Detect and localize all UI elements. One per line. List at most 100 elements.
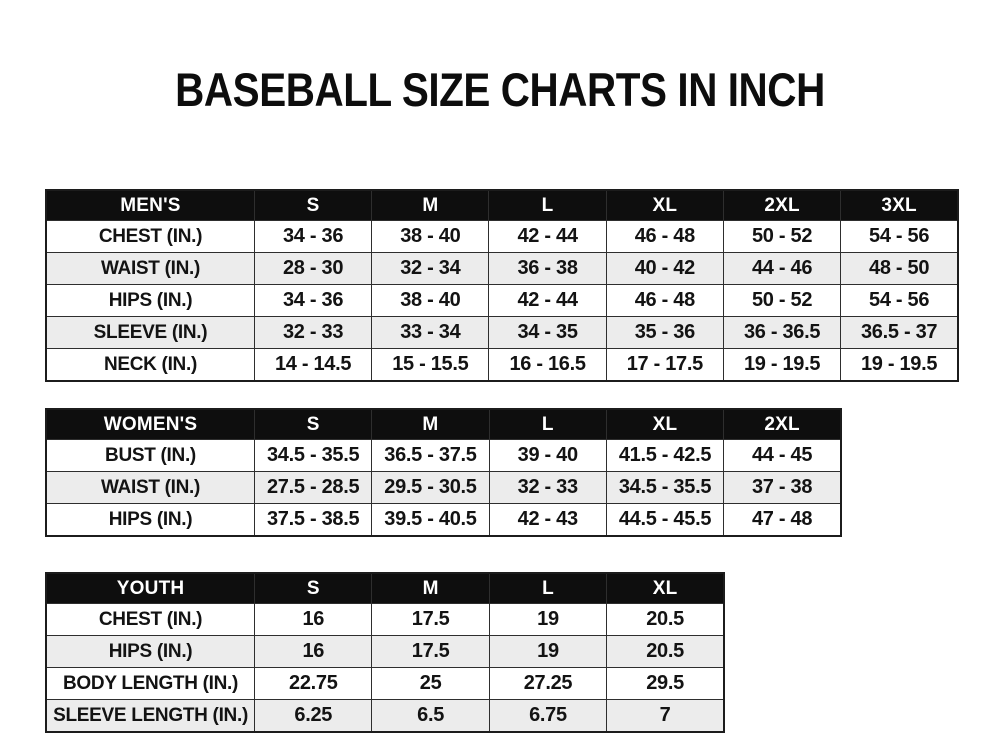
mens-size-value: 34 - 35 bbox=[488, 316, 607, 349]
womens-size-value: 44.5 - 45.5 bbox=[605, 503, 725, 537]
mens-table-row: CHEST (IN.) 34 - 36 38 - 40 42 - 44 46 - 48 5… bbox=[45, 220, 959, 253]
youth-group-label: YOUTH bbox=[45, 572, 256, 604]
youth-row-label: HIPS (IN.) bbox=[45, 635, 256, 668]
mens-row-label: HIPS (IN.) bbox=[45, 284, 255, 317]
youth-size-value: 16 bbox=[254, 603, 373, 636]
mens-size-value: 46 - 48 bbox=[605, 220, 724, 253]
mens-size-table: MEN'S S M L XL 2XL 3XL CHEST (IN.) 34 - 36 38 - 4… bbox=[45, 189, 959, 382]
womens-size-col-header: 2XL bbox=[723, 408, 842, 440]
mens-size-value: 48 - 50 bbox=[840, 252, 959, 285]
youth-table-row: CHEST (IN.) 16 17.5 19 20.5 bbox=[45, 603, 725, 636]
youth-table-row: BODY LENGTH (IN.) 22.75 25 27.25 29.5 bbox=[45, 667, 725, 700]
youth-size-col-header: M bbox=[371, 572, 490, 604]
womens-size-value: 29.5 - 30.5 bbox=[371, 471, 490, 504]
youth-table-row: HIPS (IN.) 16 17.5 19 20.5 bbox=[45, 635, 725, 668]
mens-row-label: WAIST (IN.) bbox=[45, 252, 255, 285]
youth-table-row: SLEEVE LENGTH (IN.) 6.25 6.5 6.75 7 bbox=[45, 699, 725, 733]
mens-size-value: 32 - 33 bbox=[253, 316, 373, 349]
mens-size-value: 34 - 36 bbox=[253, 284, 373, 317]
womens-size-value: 34.5 - 35.5 bbox=[605, 471, 725, 504]
youth-row-label: CHEST (IN.) bbox=[45, 603, 256, 636]
womens-row-label: WAIST (IN.) bbox=[45, 471, 256, 504]
mens-size-col-header: L bbox=[488, 189, 607, 221]
mens-size-col-header: 3XL bbox=[840, 189, 959, 221]
mens-row-label: CHEST (IN.) bbox=[45, 220, 255, 253]
womens-size-value: 37 - 38 bbox=[723, 471, 842, 504]
mens-size-value: 36 - 38 bbox=[488, 252, 607, 285]
youth-size-table: YOUTH S M L XL CHEST (IN.) 16 17.5 19 20.5 HIPS (I… bbox=[45, 572, 725, 733]
mens-table-row: SLEEVE (IN.) 32 - 33 33 - 34 34 - 35 35 - 36… bbox=[45, 316, 959, 349]
mens-size-col-header: M bbox=[371, 189, 490, 221]
mens-size-value: 46 - 48 bbox=[605, 284, 724, 317]
youth-size-value: 16 bbox=[254, 635, 373, 668]
mens-size-value: 32 - 34 bbox=[371, 252, 490, 285]
mens-row-label: NECK (IN.) bbox=[45, 348, 255, 382]
mens-size-value: 19 - 19.5 bbox=[840, 348, 959, 382]
womens-size-col-header: L bbox=[488, 408, 607, 440]
youth-size-col-header: S bbox=[254, 572, 373, 604]
youth-size-value: 20.5 bbox=[606, 635, 725, 668]
youth-size-value: 6.5 bbox=[371, 699, 490, 733]
mens-size-value: 38 - 40 bbox=[371, 220, 490, 253]
mens-size-value: 17 - 17.5 bbox=[605, 348, 724, 382]
mens-table-row: HIPS (IN.) 34 - 36 38 - 40 42 - 44 46 - 48 50… bbox=[45, 284, 959, 317]
womens-table-row: HIPS (IN.) 37.5 - 38.5 39.5 - 40.5 42 - 43 4… bbox=[45, 503, 842, 537]
womens-size-value: 47 - 48 bbox=[723, 503, 842, 537]
youth-size-value: 6.75 bbox=[488, 699, 608, 733]
size-tables: MEN'S S M L XL 2XL 3XL CHEST (IN.) 34 - 36 38 - 4… bbox=[45, 189, 959, 733]
womens-size-col-header: S bbox=[254, 408, 373, 440]
womens-header-row: WOMEN'S S M L XL 2XL bbox=[45, 408, 842, 440]
mens-size-value: 44 - 46 bbox=[722, 252, 842, 285]
youth-header-row: YOUTH S M L XL bbox=[45, 572, 725, 604]
mens-size-value: 40 - 42 bbox=[605, 252, 724, 285]
youth-row-label: BODY LENGTH (IN.) bbox=[45, 667, 256, 700]
youth-size-value: 29.5 bbox=[606, 667, 725, 700]
mens-size-value: 15 - 15.5 bbox=[371, 348, 490, 382]
womens-size-value: 41.5 - 42.5 bbox=[605, 439, 725, 472]
womens-group-label: WOMEN'S bbox=[45, 408, 256, 440]
womens-size-value: 39 - 40 bbox=[488, 439, 607, 472]
youth-size-value: 7 bbox=[606, 699, 725, 733]
youth-size-col-header: L bbox=[488, 572, 608, 604]
mens-size-value: 19 - 19.5 bbox=[722, 348, 842, 382]
womens-size-value: 36.5 - 37.5 bbox=[371, 439, 490, 472]
page-title: BASEBALL SIZE CHARTS IN INCH bbox=[175, 63, 825, 116]
mens-size-value: 34 - 36 bbox=[253, 220, 373, 253]
mens-size-value: 42 - 44 bbox=[488, 284, 607, 317]
womens-size-value: 32 - 33 bbox=[488, 471, 607, 504]
youth-size-value: 22.75 bbox=[254, 667, 373, 700]
womens-table-row: WAIST (IN.) 27.5 - 28.5 29.5 - 30.5 32 - 33… bbox=[45, 471, 842, 504]
womens-size-value: 42 - 43 bbox=[488, 503, 607, 537]
womens-size-col-header: M bbox=[371, 408, 490, 440]
youth-row-label: SLEEVE LENGTH (IN.) bbox=[45, 699, 256, 733]
mens-size-value: 33 - 34 bbox=[371, 316, 490, 349]
mens-size-value: 54 - 56 bbox=[840, 284, 959, 317]
youth-size-value: 17.5 bbox=[371, 635, 490, 668]
mens-table-row: WAIST (IN.) 28 - 30 32 - 34 36 - 38 40 - 42 4… bbox=[45, 252, 959, 285]
mens-size-value: 35 - 36 bbox=[605, 316, 724, 349]
mens-table-row: NECK (IN.) 14 - 14.5 15 - 15.5 16 - 16.5 17 … bbox=[45, 348, 959, 382]
mens-size-value: 50 - 52 bbox=[722, 220, 842, 253]
womens-table-row: BUST (IN.) 34.5 - 35.5 36.5 - 37.5 39 - 40 4… bbox=[45, 439, 842, 472]
mens-group-label: MEN'S bbox=[45, 189, 255, 221]
youth-size-value: 20.5 bbox=[606, 603, 725, 636]
mens-size-value: 54 - 56 bbox=[840, 220, 959, 253]
mens-size-value: 36 - 36.5 bbox=[722, 316, 842, 349]
youth-size-value: 25 bbox=[371, 667, 490, 700]
womens-row-label: BUST (IN.) bbox=[45, 439, 256, 472]
mens-row-label: SLEEVE (IN.) bbox=[45, 316, 255, 349]
mens-size-col-header: S bbox=[253, 189, 373, 221]
mens-size-value: 42 - 44 bbox=[488, 220, 607, 253]
mens-size-col-header: 2XL bbox=[722, 189, 842, 221]
womens-size-col-header: XL bbox=[605, 408, 725, 440]
womens-size-value: 44 - 45 bbox=[723, 439, 842, 472]
mens-size-value: 50 - 52 bbox=[722, 284, 842, 317]
youth-size-value: 6.25 bbox=[254, 699, 373, 733]
mens-size-value: 14 - 14.5 bbox=[253, 348, 373, 382]
womens-size-value: 39.5 - 40.5 bbox=[371, 503, 490, 537]
womens-size-value: 34.5 - 35.5 bbox=[254, 439, 373, 472]
youth-size-value: 19 bbox=[488, 603, 608, 636]
womens-size-value: 27.5 - 28.5 bbox=[254, 471, 373, 504]
mens-size-value: 16 - 16.5 bbox=[488, 348, 607, 382]
